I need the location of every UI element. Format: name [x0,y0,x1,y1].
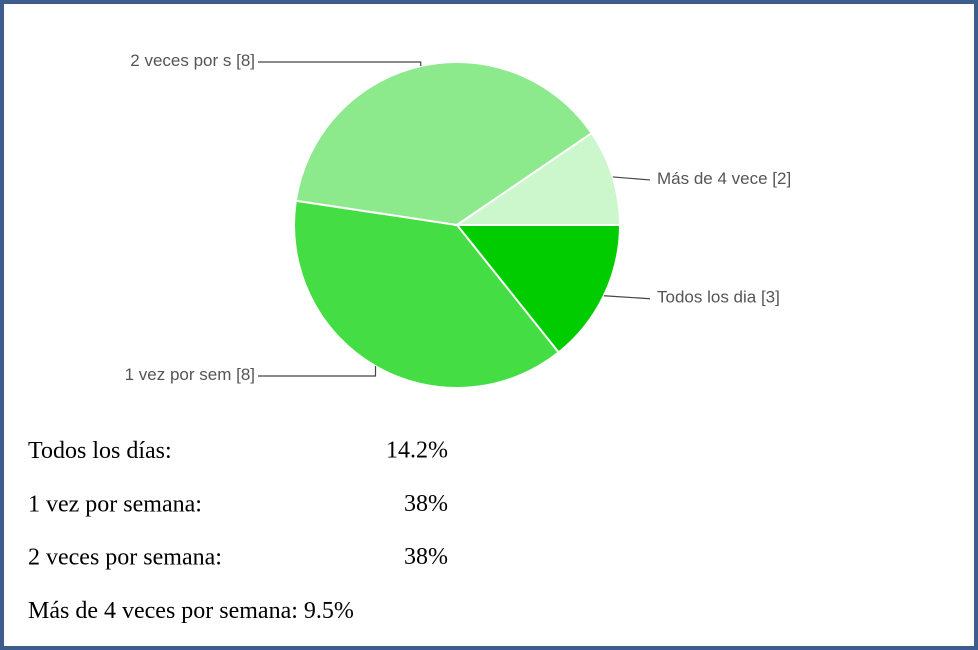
slice-category: Más de 4 vece [657,169,768,188]
summary-line: 1 vez por semana: [28,491,202,517]
summary-line: Más de 4 veces por semana: 9.5% [28,597,354,623]
leader-line [258,61,422,67]
summary-label: Más de 4 veces por semana: [28,597,298,623]
leader-line [258,366,377,377]
slice-label: 2 veces por s [8] [130,51,255,70]
slice-value: [3] [756,288,780,307]
leader-line [612,176,651,181]
slice-label: Más de 4 vece [2] [657,169,791,188]
slice-value: [8] [231,51,255,70]
summary-line: Todos los días: [28,438,172,464]
slice-value: [8] [231,365,255,384]
summary-value: 38% [404,491,448,517]
summary-value: 14.2% [386,438,448,464]
slice-category: 2 veces por s [130,51,231,70]
summary-value: 38% [404,544,448,570]
slice-category: Todos los dia [657,288,757,307]
summary-label: Todos los días: [28,438,172,464]
leader-line [603,295,651,300]
slice-value: [2] [768,169,792,188]
summary-label: 2 veces por semana: [28,544,222,570]
summary-label: 1 vez por semana: [28,491,202,517]
summary-value: 9.5% [298,597,354,623]
slice-label: 1 vez por sem [8] [125,365,255,384]
summary-line: 2 veces por semana: [28,544,222,570]
slice-label: Todos los dia [3] [657,288,780,307]
slice-category: 1 vez por sem [125,365,232,384]
pie-slice [294,61,594,227]
pie-slice [293,199,561,389]
